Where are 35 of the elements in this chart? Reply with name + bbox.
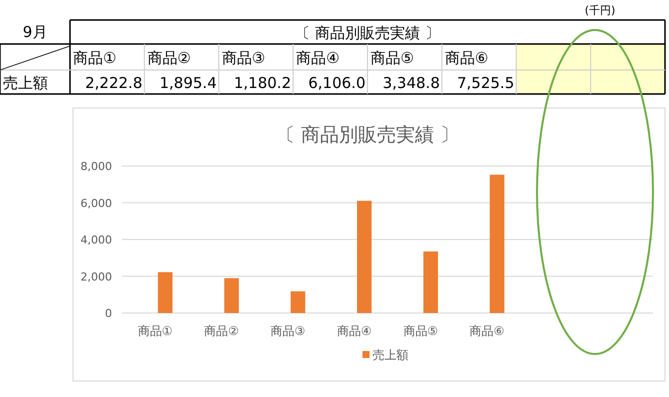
bar xyxy=(290,291,306,313)
text: 3,348.8 xyxy=(382,74,440,92)
x-tick-label: 商品⑥ xyxy=(470,324,504,338)
category-label: 商品① xyxy=(73,49,116,67)
x-tick-label: 商品⑤ xyxy=(403,324,438,338)
text: 売上額 xyxy=(3,74,48,92)
y-tick-label: 6,000 xyxy=(80,196,112,210)
x-tick-label: 商品② xyxy=(204,324,239,338)
text: (千円) xyxy=(584,4,616,17)
text: 7,525.5 xyxy=(456,74,514,92)
y-tick-label: 0 xyxy=(105,307,112,320)
text: 9月 xyxy=(22,23,48,41)
category-label: 商品④ xyxy=(296,49,340,67)
bar xyxy=(490,174,504,313)
bar xyxy=(423,251,438,313)
chart-title: 〔 商品別販売実績 〕 xyxy=(276,124,460,146)
text: 1,895.4 xyxy=(159,74,217,92)
bar xyxy=(158,272,172,313)
text: 〔 商品別販売実績 〕 xyxy=(295,24,440,42)
category-label: 商品② xyxy=(147,49,191,67)
bar xyxy=(357,200,372,313)
y-tick-label: 4,000 xyxy=(80,234,112,246)
bar xyxy=(224,278,239,313)
y-tick-label: 8,000 xyxy=(80,160,112,173)
y-tick-label: 2,000 xyxy=(80,270,112,284)
text: 1,180.2 xyxy=(234,74,292,92)
text: 6,106.0 xyxy=(308,74,366,92)
category-label: 商品⑤ xyxy=(370,49,414,67)
x-tick-label: 商品① xyxy=(138,324,173,338)
category-label: 商品⑥ xyxy=(444,49,488,67)
text: 2,222.8 xyxy=(85,74,142,92)
x-tick-label: 商品④ xyxy=(336,324,372,338)
category-label: 商品③ xyxy=(222,49,266,67)
legend-label: 売上額 xyxy=(372,348,408,362)
x-tick-label: 商品③ xyxy=(270,324,306,338)
